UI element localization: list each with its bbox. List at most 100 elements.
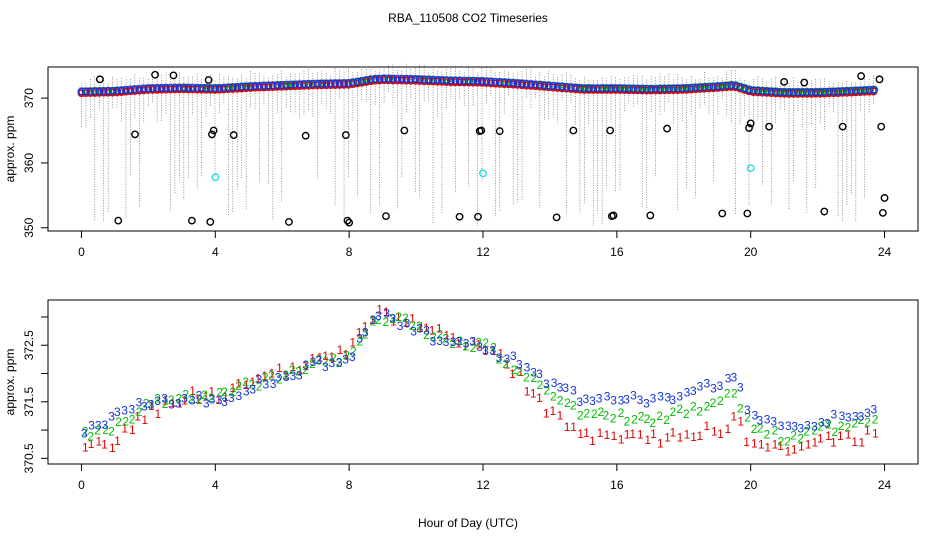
bottom-series-3-point: 3: [657, 389, 664, 403]
bottom-series-1-point: 1: [356, 326, 363, 340]
top-blue-point: [348, 78, 357, 87]
bottom-series-3-point: 3: [370, 313, 377, 327]
top-blue-point: [495, 78, 504, 87]
bottom-series-2-point: 2: [670, 405, 677, 419]
bottom-series-1-point: 1: [543, 406, 550, 420]
bottom-series-2-point: 2: [188, 392, 195, 406]
bottom-series-3-point: 3: [302, 358, 309, 372]
bottom-series-3-point: 3: [752, 408, 759, 422]
top-blue-point: [153, 84, 162, 93]
bottom-series-3-point: 3: [404, 316, 411, 330]
bottom-series-3-point: 3: [610, 394, 617, 408]
bottom-series-2-point: 2: [143, 396, 150, 410]
bottom-series-1-point: 1: [395, 310, 402, 324]
bottom-series-2-point: 2: [94, 423, 101, 437]
top-outlier-point: [114, 216, 123, 225]
bottom-series-3-point: 3: [263, 378, 270, 392]
bottom-series-1-point: 1: [858, 435, 865, 449]
top-blue-point: [771, 87, 780, 96]
top-blue-point: [722, 81, 731, 90]
bottom-series-3-point: 3: [725, 371, 732, 385]
top-blue-point: [838, 87, 847, 96]
bottom-series-1-point: 1: [243, 378, 250, 392]
bottom-series-3-point: 3: [450, 335, 457, 349]
top-blue-point: [451, 76, 460, 85]
bottom-series-1-point: 1: [129, 423, 136, 437]
top-blue-point: [179, 83, 188, 92]
bottom-series-2-point: 2: [803, 425, 810, 439]
top-blue-point: [273, 81, 282, 90]
top-blue-point: [633, 84, 642, 93]
bottom-series-2-point: 2: [309, 357, 316, 371]
bottom-series-1-point: 1: [577, 427, 584, 441]
bottom-series-3-point: 3: [669, 393, 676, 407]
bottom-series-1-point: 1: [383, 305, 390, 319]
bottom-series-2-point: 2: [256, 379, 263, 393]
top-blue-point: [362, 76, 371, 85]
top-outlier-point: [609, 211, 618, 220]
bottom-series-1-point: 1: [650, 427, 657, 441]
bottom-series-1-point: 1: [644, 433, 651, 447]
top-blue-point: [344, 79, 353, 88]
bottom-series-2-point: 2: [322, 354, 329, 368]
bottom-series-1-point: 1: [202, 390, 209, 404]
bottom-series-1-point: 1: [342, 348, 349, 362]
bottom-series-3-point: 3: [356, 332, 363, 346]
bottom-series-3-point: 3: [221, 395, 228, 409]
bottom-series-1-point: 1: [611, 429, 618, 443]
bottom-series-1-point: 1: [114, 434, 121, 448]
bottom-series-2-point: 2: [737, 401, 744, 415]
bottom-series-3-point: 3: [637, 393, 644, 407]
bottom-series-1-point: 1: [88, 437, 95, 451]
bottom-series-3-point: 3: [256, 373, 263, 387]
top-blue-point: [286, 80, 295, 89]
bottom-series-1-point: 1: [711, 425, 718, 439]
bottom-series-3-point: 3: [101, 418, 108, 432]
bottom-series-3-point: 3: [121, 403, 128, 417]
bottom-series-3-point: 3: [168, 398, 175, 412]
top-blue-point: [255, 82, 264, 90]
top-blue-point: [504, 78, 513, 87]
bottom-series-3-point: 3: [770, 415, 777, 429]
bottom-series-2-point: 2: [845, 420, 852, 434]
bottom-series-3-point: 3: [154, 394, 161, 408]
bottom-series-3-point: 3: [209, 393, 216, 407]
bottom-series-3-point: 3: [830, 407, 837, 421]
bottom-series-1-point: 1: [482, 343, 489, 357]
bottom-series-2-point: 2: [302, 363, 309, 377]
top-blue-point: [442, 76, 451, 85]
top-blue-point: [300, 80, 308, 89]
bottom-series-3-point: 3: [88, 418, 95, 432]
bottom-series-2-point: 2: [790, 429, 797, 443]
bottom-series-3-point: 3: [551, 376, 558, 390]
top-blue-point: [224, 83, 233, 92]
top-blue-point: [522, 80, 531, 88]
bottom-series-3-point: 3: [196, 388, 203, 402]
bottom-series-3-point: 3: [270, 377, 277, 391]
top-blue-point: [175, 83, 184, 92]
bottom-series-3-point: 3: [489, 344, 496, 358]
top-blue-point: [237, 82, 246, 91]
top-blue-point: [482, 77, 491, 86]
bottom-series-2-point: 2: [704, 399, 711, 413]
top-blue-point: [549, 82, 558, 91]
bottom-series-2-point: 2: [537, 378, 544, 392]
top-outlier-point: [477, 126, 486, 135]
bottom-series-1-point: 1: [261, 369, 268, 383]
bottom-series-2-point: 2: [784, 434, 791, 448]
top-outlier-point: [187, 216, 196, 225]
top-blue-point: [696, 83, 705, 92]
top-blue-point: [842, 87, 851, 96]
bottom-series-1-point: 1: [121, 421, 128, 435]
bottom-xtick-label: 20: [744, 478, 758, 492]
bottom-series-3-point: 3: [228, 391, 235, 405]
bottom-series-1-point: 1: [443, 329, 450, 343]
top-outlier-point: [606, 126, 615, 135]
bottom-series-2-point: 2: [154, 392, 161, 406]
bottom-series-3-point: 3: [576, 395, 583, 409]
bottom-series-2-point: 2: [375, 313, 382, 327]
top-blue-point: [393, 75, 402, 83]
top-blue-point: [834, 87, 842, 96]
bottom-series-2-point: 2: [182, 387, 189, 401]
bottom-series-2-point: 2: [690, 400, 697, 414]
